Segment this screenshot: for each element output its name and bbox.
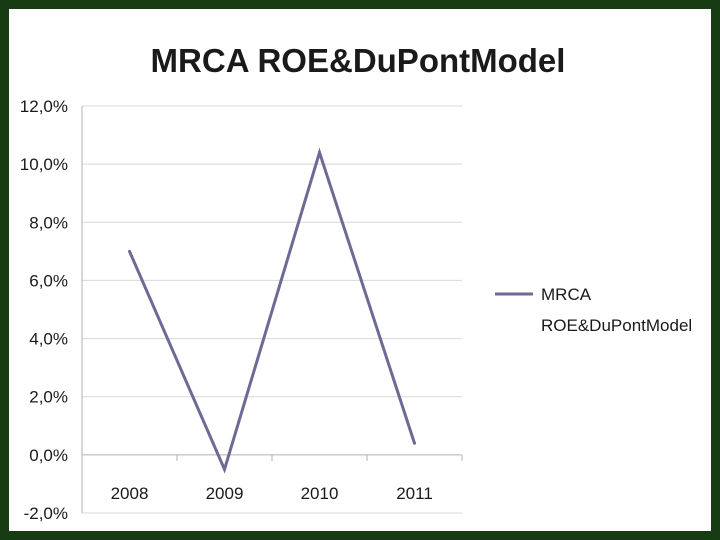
legend: MRCA ROE&DuPontModel <box>495 285 692 335</box>
data-point <box>413 441 416 445</box>
chart-canvas <box>9 9 711 531</box>
x-axis-ticks: 2008 2009 2010 2011 <box>111 484 433 503</box>
y-tick-label: 4,0% <box>29 330 68 349</box>
data-point <box>318 151 321 155</box>
legend-line-2: ROE&DuPontModel <box>541 316 692 335</box>
y-tick-label: 10,0% <box>20 155 68 174</box>
series-line <box>128 147 416 474</box>
series-layer <box>128 147 416 474</box>
y-tick-label: -2,0% <box>24 504 68 523</box>
y-tick-label: 6,0% <box>29 271 68 290</box>
gridlines <box>81 105 463 514</box>
y-tick-label: 12,0% <box>20 97 68 116</box>
y-tick-label: 8,0% <box>29 213 68 232</box>
data-point <box>223 467 226 471</box>
y-axis-ticks: 12,0% 10,0% 8,0% 6,0% 4,0% 2,0% 0,0% -2,0% <box>20 97 68 523</box>
x-tick-label: 2008 <box>111 484 149 503</box>
x-tick-label: 2009 <box>206 484 244 503</box>
y-tick-label: 2,0% <box>29 388 68 407</box>
y-tick-label: 0,0% <box>29 446 68 465</box>
x-tick-label: 2011 <box>396 484 433 503</box>
data-point <box>128 249 131 253</box>
chart-title: MRCA ROE&DuPontModel <box>151 42 566 79</box>
x-tick-label: 2010 <box>301 484 339 503</box>
legend-line-1: MRCA <box>541 285 592 304</box>
